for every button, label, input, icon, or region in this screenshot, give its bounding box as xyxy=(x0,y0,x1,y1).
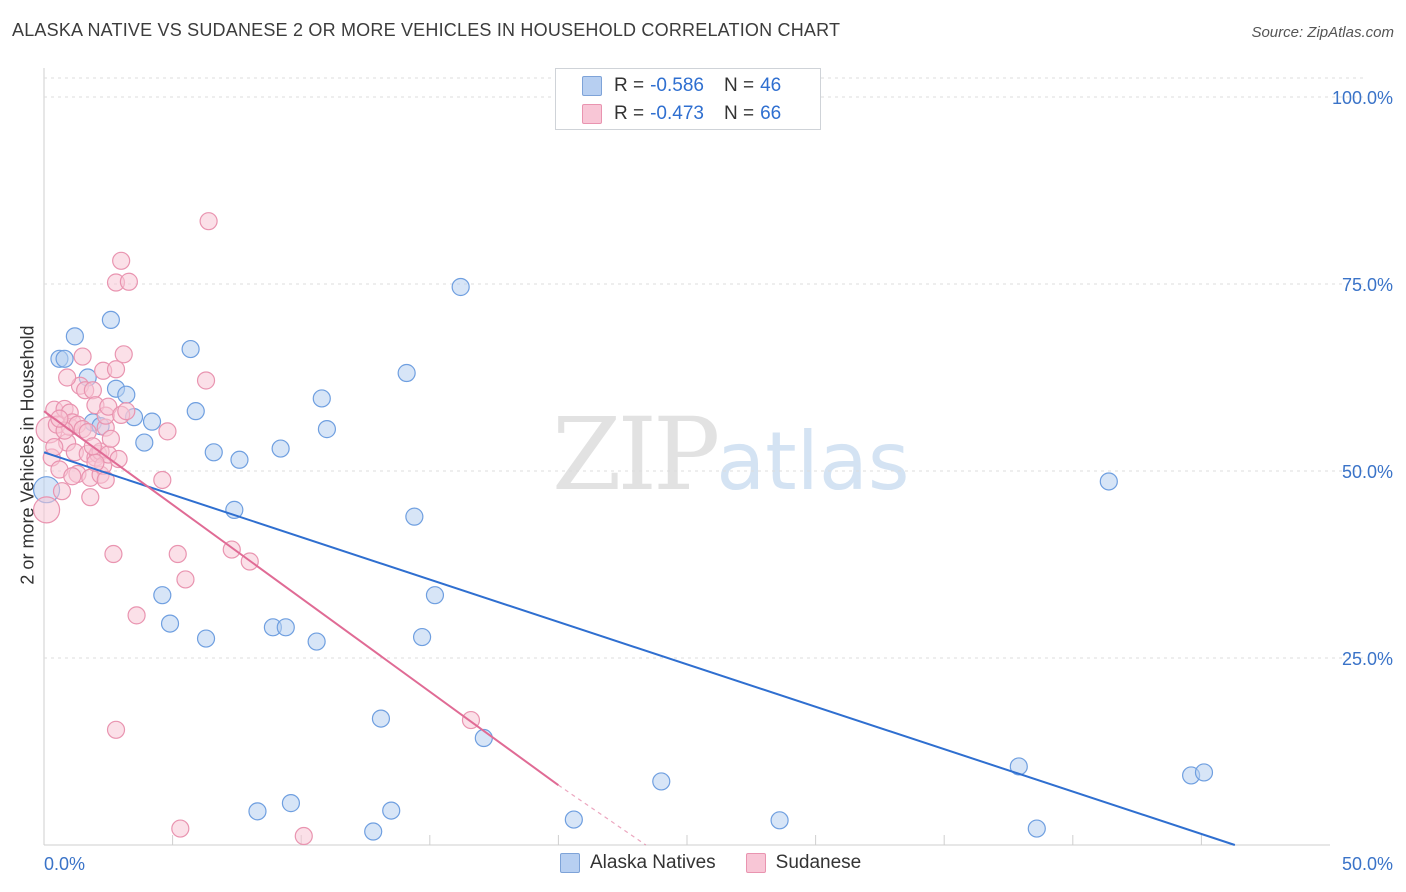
alaska-natives-point xyxy=(1099,472,1118,491)
alaska-natives-point xyxy=(382,801,401,820)
alaska-natives-point xyxy=(65,327,84,346)
sudanese-point xyxy=(153,470,172,490)
legend-row-alaska-natives: R = -0.586 N = 46 xyxy=(582,73,781,99)
legend-r-label: R = xyxy=(614,103,645,124)
alaska-natives-point xyxy=(160,614,180,633)
sudanese-point xyxy=(127,606,146,625)
alaska-natives-point xyxy=(135,433,154,452)
legend-n-value: 66 xyxy=(760,103,782,124)
sudanese-point xyxy=(117,402,136,421)
alaska-natives-point xyxy=(204,443,223,462)
y-tick-label: 75.0% xyxy=(1342,275,1393,295)
alaska-natives-point xyxy=(281,794,301,813)
sudanese-trendline-extension xyxy=(558,784,647,846)
sudanese-point xyxy=(52,482,72,501)
sudanese-point xyxy=(32,496,61,524)
alaska-natives-point xyxy=(230,450,249,469)
alaska-natives-point xyxy=(142,412,162,431)
sudanese-point xyxy=(106,720,126,739)
alaska-natives-point xyxy=(1027,819,1046,838)
alaska-natives-point xyxy=(412,627,432,647)
legend-swatch-sudanese xyxy=(745,853,766,873)
alaska-natives-point xyxy=(101,310,120,330)
alaska-natives-point xyxy=(55,349,74,368)
sudanese-point xyxy=(96,470,115,490)
legend-label-sudanese: Sudanese xyxy=(775,852,862,873)
legend-row-sudanese: R = -0.473 N = 66 xyxy=(582,101,781,127)
alaska-natives-point xyxy=(564,810,583,829)
alaska-natives-point xyxy=(153,586,172,605)
alaska-natives-point xyxy=(652,772,671,791)
series-legend: Alaska Natives Sudanese xyxy=(560,852,891,874)
sudanese-point xyxy=(83,381,102,400)
chart-title: ALASKA NATIVE VS SUDANESE 2 OR MORE VEHI… xyxy=(12,20,841,40)
alaska-natives-point xyxy=(397,363,416,383)
sudanese-point xyxy=(81,488,100,507)
sudanese-point xyxy=(114,345,133,364)
sudanese-point xyxy=(158,422,177,441)
legend-r-value: -0.586 xyxy=(650,75,704,96)
sudanese-point xyxy=(119,272,138,291)
sudanese-point xyxy=(58,368,77,387)
alaska-natives-point xyxy=(181,339,200,359)
legend-swatch-sudanese xyxy=(582,104,602,124)
y-tick-label: 100.0% xyxy=(1332,88,1393,108)
legend-r-label: R = xyxy=(614,75,645,96)
sudanese-point xyxy=(106,360,126,379)
sudanese-point xyxy=(104,544,123,564)
sudanese-point xyxy=(171,819,190,838)
sudanese-point xyxy=(73,347,92,366)
alaska-natives-point xyxy=(196,629,216,648)
legend-n-label: N = xyxy=(723,75,755,96)
sudanese-point xyxy=(196,371,216,390)
watermark-atlas: atlas xyxy=(716,415,910,508)
y-tick-label: 25.0% xyxy=(1342,649,1393,669)
alaska-natives-point xyxy=(248,802,267,821)
alaska-natives-point xyxy=(117,385,136,404)
alaska-natives-point xyxy=(770,811,789,830)
legend-n-value: 46 xyxy=(760,75,782,96)
sudanese-point xyxy=(112,251,131,270)
alaska-natives-point xyxy=(317,420,337,439)
alaska-natives-point xyxy=(451,277,470,297)
watermark: ZIPatlas xyxy=(552,396,910,513)
alaska-natives-point xyxy=(312,389,331,408)
legend-r-value: -0.473 xyxy=(650,103,704,124)
alaska-natives-point xyxy=(371,709,391,728)
y-tick-label: 50.0% xyxy=(1342,462,1393,482)
legend-swatch-alaska-natives xyxy=(582,76,602,96)
x-tick-label: 50.0% xyxy=(1342,854,1393,874)
alaska-natives-point xyxy=(186,402,205,421)
alaska-natives-point xyxy=(1009,757,1028,776)
sudanese-point xyxy=(176,570,195,589)
alaska-natives-point xyxy=(271,439,290,458)
alaska-natives-point xyxy=(405,507,424,526)
alaska-natives-trendline xyxy=(43,451,1236,846)
source-credit: Source: ZipAtlas.com xyxy=(1251,24,1394,41)
alaska-natives-point xyxy=(276,618,295,637)
alaska-natives-point xyxy=(364,822,383,841)
stats-legend: R = -0.586 N = 46 R = -0.473 N = 66 xyxy=(555,68,821,130)
sudanese-point xyxy=(101,429,120,448)
watermark-zip: ZIP xyxy=(552,396,720,513)
sudanese-point xyxy=(99,397,118,416)
alaska-natives-point xyxy=(307,632,326,651)
alaska-natives-point xyxy=(1194,763,1214,782)
legend-swatch-alaska-natives xyxy=(560,853,580,873)
legend-item-alaska-natives: Alaska Natives xyxy=(560,852,716,874)
sudanese-point xyxy=(199,212,218,231)
sudanese-point xyxy=(63,467,82,486)
sudanese-point xyxy=(294,826,313,846)
legend-item-sudanese: Sudanese xyxy=(745,852,862,874)
sudanese-point xyxy=(50,409,69,428)
sudanese-point xyxy=(168,544,187,564)
legend-label-alaska-natives: Alaska Natives xyxy=(590,852,716,873)
x-tick-label: 0.0% xyxy=(44,854,85,874)
alaska-natives-point xyxy=(425,586,445,605)
sudanese-trendline xyxy=(43,410,559,786)
legend-n-label: N = xyxy=(723,103,755,124)
